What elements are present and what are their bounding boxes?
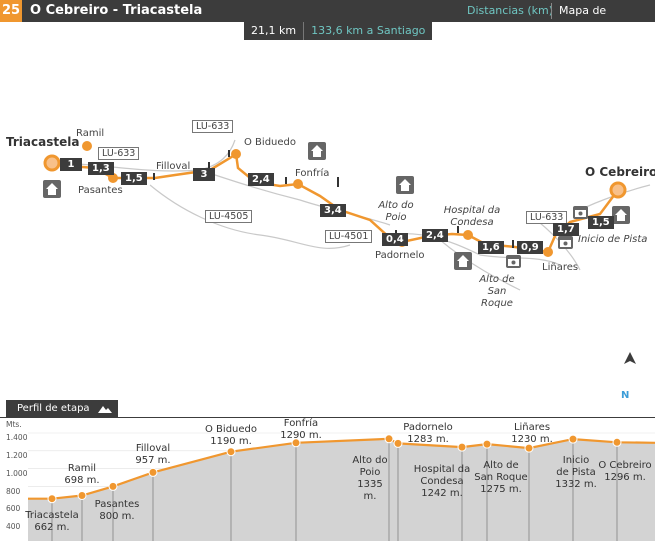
axis-unit: Mts. — [6, 420, 22, 429]
place-label: Filloval — [156, 161, 191, 172]
elevation-profile: Mts. 1.400 1.200 1.000 800 600 400 Triac… — [0, 417, 655, 541]
axis-tick: 1.000 — [6, 469, 28, 478]
segment-distance: 2,4 — [248, 173, 274, 186]
profile-point-label: Alto do Poio 1335 m. — [352, 455, 388, 502]
segment-distance: 1,7 — [553, 223, 579, 236]
distance-box: 21,1 km 133,6 km a Santiago — [244, 22, 433, 40]
place-label: Ramil — [76, 128, 105, 139]
road-label: LU-633 — [98, 147, 140, 160]
axis-tick: 1.200 — [6, 451, 28, 460]
profile-point-label: Liñares 1230 m. — [511, 422, 553, 445]
place-label: Fonfría — [295, 168, 330, 179]
profile-chart — [28, 432, 655, 541]
segment-distance: 3,4 — [320, 204, 346, 217]
profile-point — [148, 467, 158, 477]
profile-point-label: Pasantes 800 m. — [94, 499, 140, 522]
segment-distance: 1 — [60, 158, 82, 171]
north-arrow — [624, 352, 636, 364]
header-bar: 25 O Cebreiro - Triacastela Distancias (… — [0, 0, 655, 39]
route-map[interactable]: Triacastela Ramil Pasantes Filloval O Bi… — [0, 40, 655, 401]
profile-point-label: Ramil 698 m. — [64, 463, 100, 486]
profile-point — [291, 438, 301, 448]
lodging-icon[interactable] — [612, 206, 630, 224]
place-label: O Cebreiro — [585, 165, 655, 179]
place-label: Inicio de Pista — [578, 234, 648, 245]
lodging-icon[interactable] — [454, 252, 472, 270]
profile-point — [393, 438, 403, 448]
camera-icon[interactable] — [506, 255, 521, 268]
lodging-icon[interactable] — [396, 176, 414, 194]
camera-icon[interactable] — [558, 236, 573, 249]
segment-distance: 2,4 — [422, 229, 448, 242]
axis-tick: 800 — [6, 487, 21, 496]
route-stops — [43, 141, 627, 257]
profile-point-label: Fonfría 1290 m. — [280, 418, 322, 441]
segment-distance: 0,4 — [382, 233, 408, 246]
stage-title: O Cebreiro - Triacastela — [30, 3, 203, 18]
profile-tab-label: Perfil de etapa — [17, 403, 90, 414]
lodging-icon[interactable] — [43, 180, 61, 198]
place-label: Alto de San Roque — [479, 274, 515, 309]
axis-tick: 1.400 — [6, 433, 28, 442]
stage-distance: 21,1 km — [251, 24, 297, 37]
north-label: N — [621, 390, 630, 401]
segment-distance: 1,3 — [88, 162, 114, 175]
segment-distance: 1,5 — [588, 216, 614, 229]
place-label: Liñares — [542, 262, 579, 273]
place-label: Hospital da Condesa — [443, 205, 501, 228]
distances-link[interactable]: Distancias (km) — [467, 4, 554, 17]
profile-point-label: Filloval 957 m. — [135, 443, 171, 466]
camera-icon[interactable] — [573, 206, 588, 219]
profile-point-label: Hospital da Condesa 1242 m. — [413, 464, 471, 499]
place-label: Pasantes — [78, 185, 123, 196]
profile-point-label: Alto de San Roque 1275 m. — [474, 460, 528, 495]
road-label: LU-633 — [526, 211, 568, 224]
place-label: Alto do Poio — [378, 200, 414, 223]
profile-tab[interactable]: Perfil de etapa — [6, 400, 118, 417]
profile-point — [568, 434, 578, 444]
place-label: O Biduedo — [244, 137, 296, 148]
header-divider — [551, 3, 552, 19]
segment-distance: 1,6 — [478, 241, 504, 254]
segment-distance: 1,5 — [121, 172, 147, 185]
segment-distance: 0,9 — [517, 241, 543, 254]
axis-tick: 600 — [6, 504, 21, 513]
profile-point — [457, 442, 467, 452]
map-situation-link[interactable]: Mapa de situación — [559, 4, 609, 39]
lodging-icon[interactable] — [308, 142, 326, 160]
profile-point — [482, 439, 492, 449]
axis-tick: 400 — [6, 522, 21, 531]
profile-point-label: Padornelo 1283 m. — [403, 422, 453, 445]
segment-distance: 3 — [193, 168, 215, 181]
profile-point — [77, 491, 87, 500]
profile-point — [108, 481, 118, 491]
road-label: LU-4505 — [205, 210, 253, 223]
profile-point-label: Inicio de Pista 1332 m. — [555, 455, 597, 490]
profile-point-label: O Cebreiro 1296 m. — [598, 460, 652, 483]
profile-point — [226, 447, 236, 457]
distance-to-santiago: 133,6 km a Santiago — [303, 22, 432, 40]
profile-point — [612, 437, 622, 447]
stage-number-badge: 25 — [0, 0, 22, 22]
profile-point — [47, 494, 57, 504]
profile-point-label: O Biduedo 1190 m. — [205, 424, 257, 447]
profile-point — [524, 443, 534, 453]
place-label: Padornelo — [375, 250, 425, 261]
mountain-icon — [97, 405, 112, 413]
place-label: Triacastela — [6, 135, 80, 149]
road-label: LU-4501 — [325, 230, 373, 243]
profile-point-label: Triacastela 662 m. — [25, 510, 79, 533]
profile-point — [384, 434, 394, 444]
road-label: LU-633 — [192, 120, 234, 133]
